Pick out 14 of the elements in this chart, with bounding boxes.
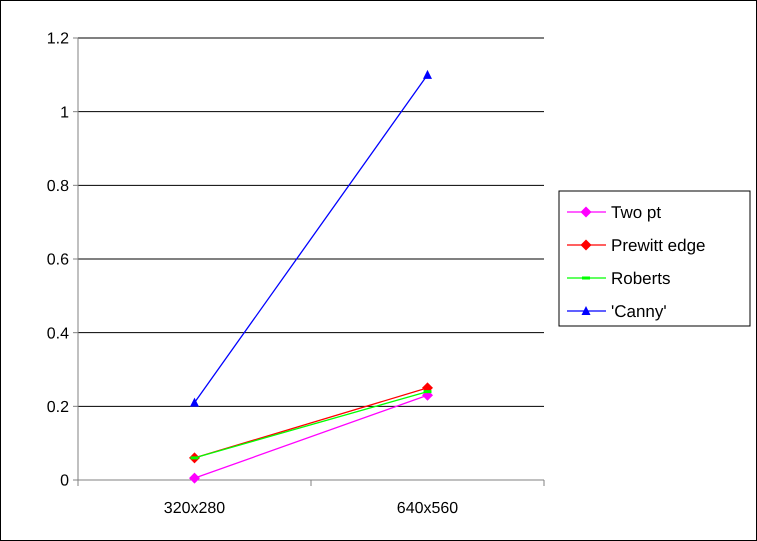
y-tick-label: 0.2 xyxy=(46,398,70,416)
x-tick-label: 320x280 xyxy=(164,500,226,517)
y-tick-label: 0.8 xyxy=(46,178,70,195)
x-tick-label: 640x560 xyxy=(396,500,458,517)
y-tick-label: 1 xyxy=(60,104,70,122)
legend-label: Two pt xyxy=(611,202,662,222)
point xyxy=(189,472,200,484)
y-tick-label: 1.2 xyxy=(46,30,70,48)
y-tick-label: 0.6 xyxy=(46,252,70,269)
y-tick-label: 0.4 xyxy=(46,325,70,342)
y-tick-label: 0 xyxy=(60,472,70,490)
legend-label: 'Canny' xyxy=(611,302,667,321)
legend-label: Prewitt edge xyxy=(611,236,706,255)
legend-label: Roberts xyxy=(611,268,671,288)
